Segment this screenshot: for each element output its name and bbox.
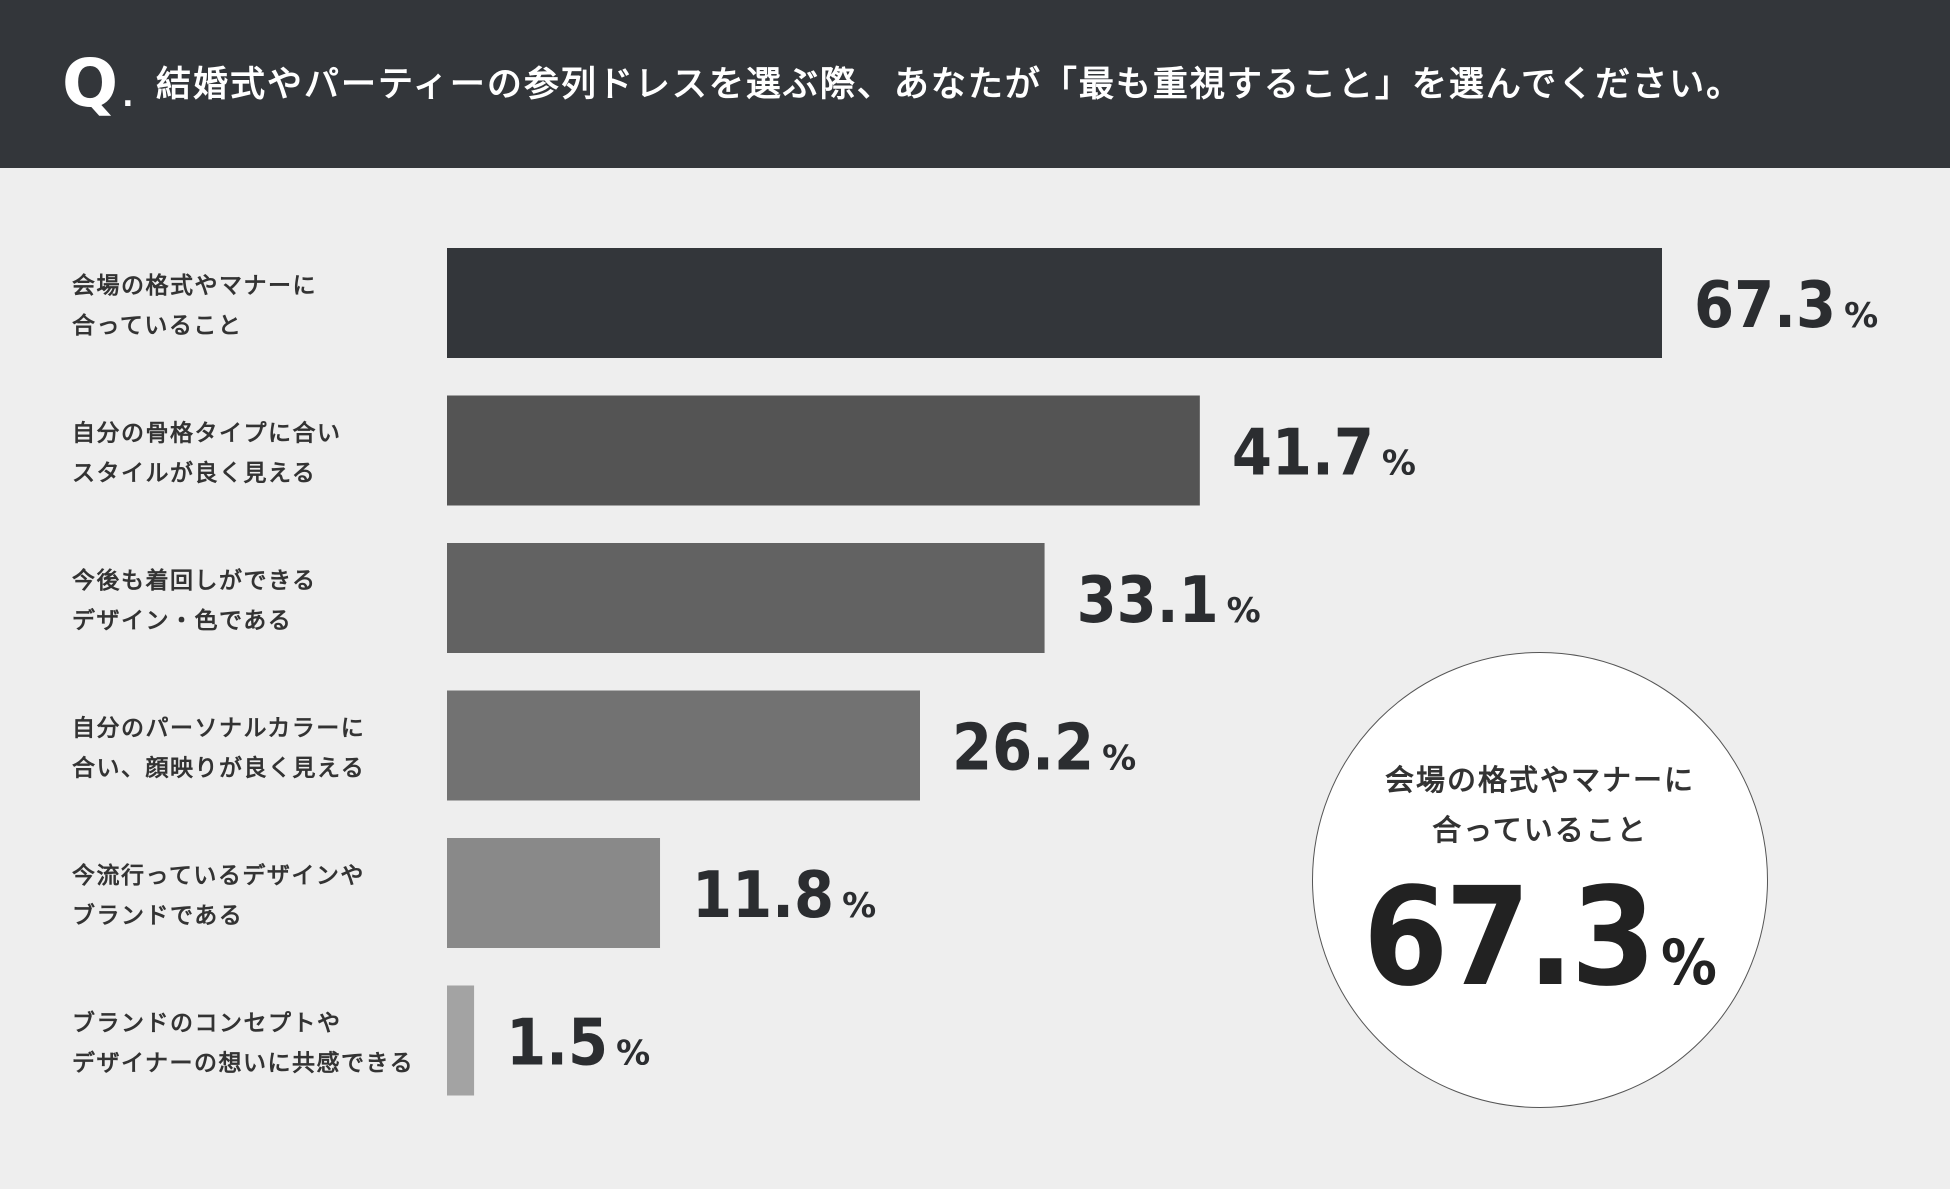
highlight-label-line: 合っていること: [1432, 813, 1648, 847]
value-label: 26.2: [952, 712, 1094, 786]
question-header: Q. 結婚式やパーティーの参列ドレスを選ぶ際、あなたが「最も重視すること」を選ん…: [0, 0, 1950, 168]
category-label: ブランドのコンセプトや: [72, 1010, 342, 1037]
category-label: デザイナーの想いに共感できる: [72, 1050, 414, 1077]
value-unit: %: [1382, 444, 1416, 484]
category-label: 会場の格式やマナーに: [72, 272, 317, 299]
category-label: 合い、顔映りが良く見える: [72, 755, 365, 782]
highlight-circle: 会場の格式やマナーに 合っていること 67.3%: [1312, 652, 1768, 1108]
category-label: スタイルが良く見える: [72, 460, 316, 487]
value-unit: %: [1102, 739, 1136, 779]
bar: [447, 248, 1662, 358]
category-label: 今流行っているデザインや: [72, 862, 365, 889]
bar: [447, 543, 1045, 653]
bar: [447, 985, 475, 1096]
category-label: 今後も着回しができる: [72, 567, 317, 594]
bar: [447, 838, 661, 948]
category-label: ブランドである: [72, 902, 243, 929]
value-label: 67.3: [1694, 269, 1836, 343]
category-label: 自分の骨格タイプに合い: [72, 420, 342, 447]
value-label: 41.7: [1232, 417, 1374, 491]
highlight-value: 67.3%: [1363, 859, 1717, 1017]
bar: [447, 395, 1200, 506]
value-label: 11.8: [692, 859, 834, 933]
bar: [447, 690, 921, 801]
category-label: デザイン・色である: [72, 607, 292, 634]
value-unit: %: [616, 1034, 650, 1074]
value-label: 1.5: [506, 1007, 608, 1081]
question-mark: Q.: [62, 45, 134, 122]
category-label: 合っていること: [72, 312, 242, 339]
highlight-label: 会場の格式やマナーに 合っていること: [1313, 755, 1767, 855]
value-label: 33.1: [1077, 564, 1219, 638]
question-text: 結婚式やパーティーの参列ドレスを選ぶ際、あなたが「最も重視すること」を選んでくだ…: [156, 65, 1744, 105]
value-unit: %: [1227, 591, 1261, 631]
highlight-label-line: 会場の格式やマナーに: [1384, 763, 1695, 797]
value-unit: %: [842, 886, 876, 926]
category-label: 自分のパーソナルカラーに: [72, 715, 365, 742]
value-unit: %: [1844, 296, 1878, 336]
